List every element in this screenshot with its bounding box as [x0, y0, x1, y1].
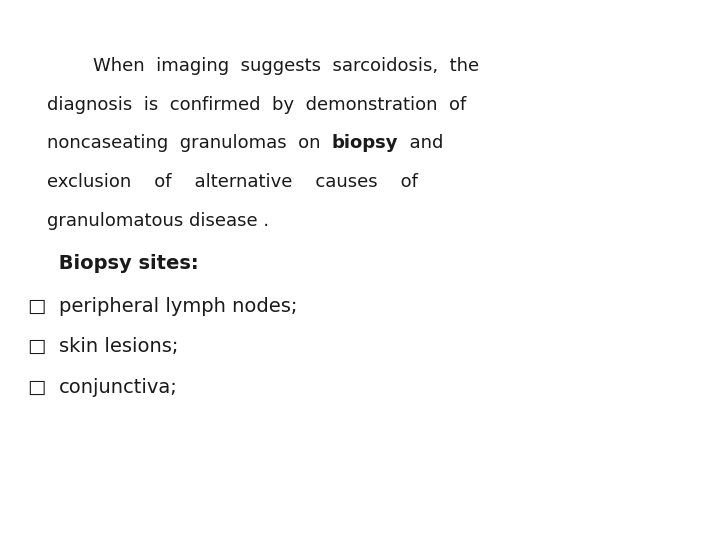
Text: When  imaging  suggests  sarcoidosis,  the: When imaging suggests sarcoidosis, the: [47, 57, 479, 75]
Text: Biopsy sites:: Biopsy sites:: [52, 254, 199, 273]
Text: exclusion    of    alternative    causes    of: exclusion of alternative causes of: [47, 173, 418, 191]
Text: diagnosis  is  confirmed  by  demonstration  of: diagnosis is confirmed by demonstration …: [47, 96, 466, 113]
Text: peripheral lymph nodes;: peripheral lymph nodes;: [59, 296, 297, 315]
Text: conjunctiva;: conjunctiva;: [59, 378, 178, 397]
Text: biopsy: biopsy: [332, 134, 398, 152]
Text: skin lesions;: skin lesions;: [59, 338, 179, 356]
Text: □: □: [27, 378, 46, 397]
Text: biopsy: biopsy: [332, 134, 398, 152]
Text: □: □: [27, 296, 46, 315]
Text: and: and: [398, 134, 444, 152]
Text: noncaseating  granulomas  on: noncaseating granulomas on: [47, 134, 332, 152]
Text: granulomatous disease .: granulomatous disease .: [47, 212, 269, 230]
Text: □: □: [27, 338, 46, 356]
